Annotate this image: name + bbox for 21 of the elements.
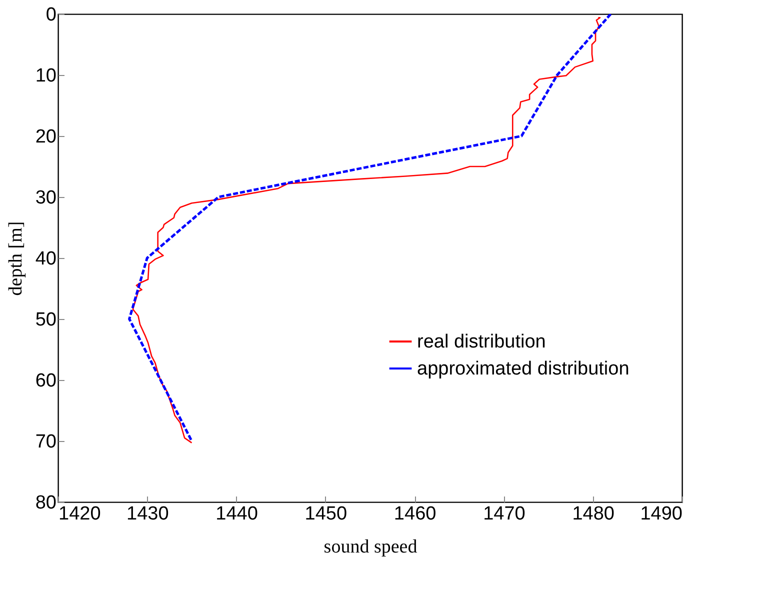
x-tick-label: 1490 <box>640 504 682 524</box>
x-axis-title: sound speed <box>324 536 418 558</box>
x-tick-label: 1460 <box>394 504 436 524</box>
y-tick-label: 10 <box>35 66 56 86</box>
y-tick-label: 70 <box>35 432 56 452</box>
y-tick-label: 0 <box>46 4 56 26</box>
y-tick-label: 60 <box>35 370 56 392</box>
y-tick-label: 50 <box>35 310 56 330</box>
legend-label: real distribution <box>417 332 546 352</box>
y-axis-title: depth [m] <box>5 221 26 296</box>
x-tick-label: 1440 <box>216 504 258 524</box>
x-tick-label: 1420 <box>58 504 101 524</box>
x-tick-label: 1470 <box>483 504 526 524</box>
x-tick-label: 1450 <box>304 504 348 524</box>
x-tick-label: 1480 <box>572 504 614 524</box>
y-tick-label: 30 <box>35 188 56 208</box>
y-tick-label: 80 <box>35 492 56 514</box>
legend-label: approximated distribution <box>417 358 630 380</box>
y-tick-label: 20 <box>35 126 56 148</box>
x-tick-label: 1430 <box>126 504 169 524</box>
y-tick-label: 40 <box>35 248 56 270</box>
